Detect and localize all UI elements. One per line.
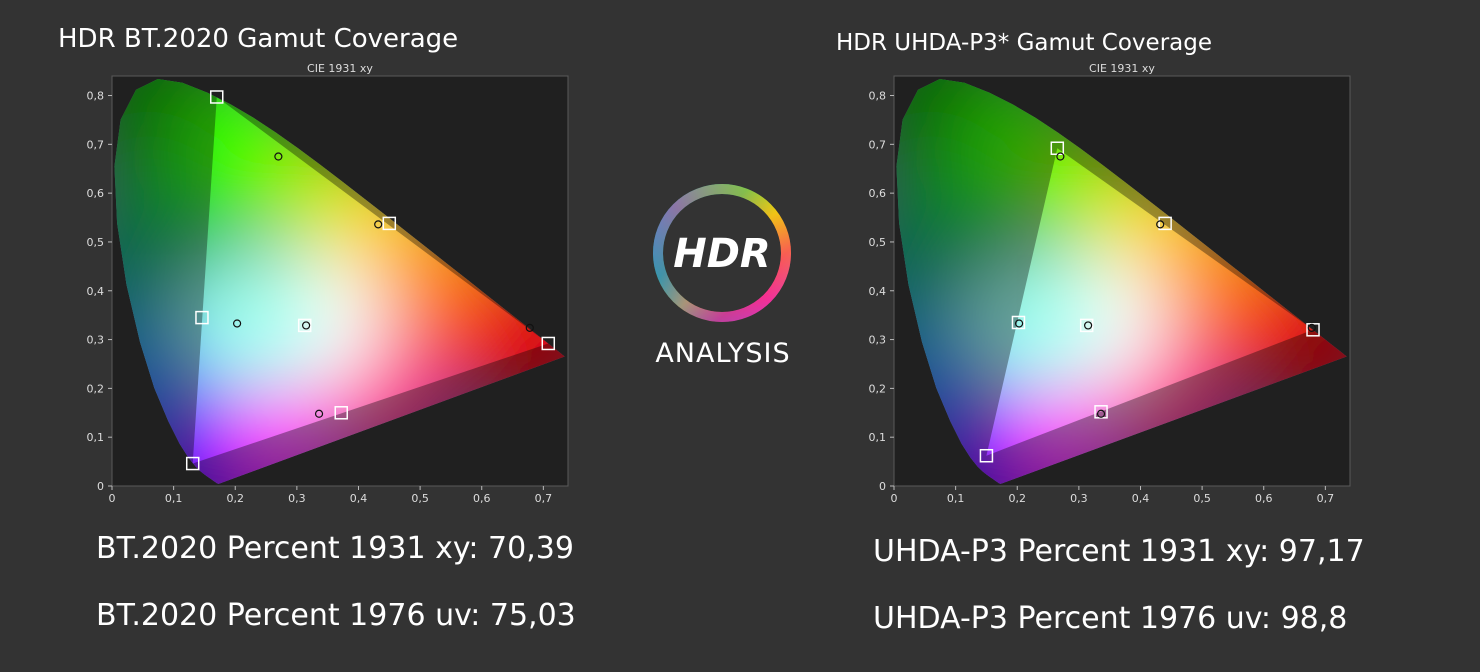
stat-uv-left-label: BT.2020 Percent 1976 uv: bbox=[96, 598, 481, 633]
x-tick-label: 0,5 bbox=[1193, 492, 1211, 505]
stat-xy-left: BT.2020 Percent 1931 xy: 70,39 bbox=[96, 531, 574, 566]
y-tick-label: 0,2 bbox=[87, 382, 105, 395]
target-point-circle bbox=[232, 319, 242, 328]
y-tick-label: 0,8 bbox=[869, 90, 887, 103]
measured-point-square bbox=[210, 90, 224, 104]
measured-point-square bbox=[185, 456, 200, 471]
x-tick-label: 0,4 bbox=[350, 492, 368, 505]
target-point-circle bbox=[1096, 409, 1106, 418]
x-tick-label: 0,6 bbox=[1255, 492, 1273, 505]
measured-point-square bbox=[541, 336, 556, 351]
y-tick-label: 0,6 bbox=[869, 187, 887, 200]
y-tick-label: 0,6 bbox=[87, 187, 105, 200]
x-tick-label: 0,1 bbox=[947, 492, 965, 505]
x-tick-label: 0,3 bbox=[1070, 492, 1088, 505]
measured-point-square bbox=[382, 216, 397, 231]
target-point-circle bbox=[374, 220, 383, 229]
hdr-ring-logo-icon: HDR bbox=[653, 184, 791, 322]
y-tick-label: 0,7 bbox=[869, 138, 887, 151]
stat-uv-right-label: UHDA-P3 Percent 1976 uv: bbox=[873, 601, 1272, 636]
y-tick-label: 0,2 bbox=[869, 382, 887, 395]
stat-xy-left-value: 70,39 bbox=[488, 531, 574, 566]
x-tick-label: 0 bbox=[109, 492, 116, 505]
measured-point-square bbox=[1158, 216, 1172, 231]
measured-point-square bbox=[1306, 323, 1320, 337]
target-point-circle bbox=[274, 152, 283, 161]
y-tick-label: 0,3 bbox=[869, 334, 887, 347]
cie-chart-left: 0 0,1 0,2 0,3 0,4 0,5 0,6 0,7 0 0,1 0,2 0,3 0,4 0,5 0,… bbox=[87, 75, 569, 505]
x-tick-label: 0,6 bbox=[473, 492, 491, 505]
stat-uv-right: UHDA-P3 Percent 1976 uv: 98,8 bbox=[873, 601, 1347, 636]
y-tick-label: 0,4 bbox=[87, 285, 105, 298]
target-point-circle bbox=[1156, 220, 1165, 229]
y-tick-label: 0,4 bbox=[869, 285, 887, 298]
y-tick-label: 0,8 bbox=[87, 90, 105, 103]
y-tick-label: 0,1 bbox=[869, 431, 887, 444]
stat-uv-left: BT.2020 Percent 1976 uv: 75,03 bbox=[96, 598, 576, 633]
target-point-circle bbox=[302, 321, 311, 330]
measured-point-square bbox=[297, 318, 312, 333]
logo-mark: HDR bbox=[673, 231, 770, 277]
y-tick-label: 0 bbox=[879, 480, 886, 493]
plot-subtitle-left: CIE 1931 xy bbox=[307, 62, 373, 75]
x-tick-label: 0,5 bbox=[411, 492, 429, 505]
hdr-analysis-logo: HDR bbox=[648, 180, 798, 334]
plot-subtitle-right: CIE 1931 xy bbox=[1089, 62, 1155, 75]
x-tick-label: 0 bbox=[891, 492, 898, 505]
measured-point-square bbox=[1079, 318, 1094, 333]
x-tick-label: 0,4 bbox=[1132, 492, 1150, 505]
stat-xy-left-label: BT.2020 Percent 1931 xy: bbox=[96, 531, 479, 566]
target-point-circle bbox=[1084, 321, 1093, 330]
x-tick-label: 0,7 bbox=[1317, 492, 1335, 505]
y-tick-label: 0,1 bbox=[87, 431, 105, 444]
target-point-circle bbox=[1307, 323, 1316, 332]
measured-point-square bbox=[334, 406, 348, 420]
target-point-circle bbox=[525, 323, 534, 332]
target-point-circle bbox=[314, 409, 324, 418]
chart-title-right: HDR UHDA-P3* Gamut Coverage bbox=[836, 30, 1212, 56]
stat-uv-left-value: 75,03 bbox=[489, 598, 576, 633]
y-tick-label: 0,3 bbox=[87, 334, 105, 347]
y-tick-label: 0,5 bbox=[87, 236, 105, 249]
chart-title-left: HDR BT.2020 Gamut Coverage bbox=[58, 24, 459, 54]
measured-point-square bbox=[979, 448, 994, 463]
cie-chart-right: 0 0,1 0,2 0,3 0,4 0,5 0,6 0,7 0 0,1 0,2 0,3 0,4 0,5 0,… bbox=[869, 75, 1351, 505]
x-tick-label: 0,2 bbox=[226, 492, 244, 505]
measured-point-square bbox=[1011, 315, 1026, 330]
target-point-circle bbox=[1014, 319, 1024, 328]
x-tick-label: 0,1 bbox=[165, 492, 183, 505]
stat-xy-right: UHDA-P3 Percent 1931 xy: 97,17 bbox=[873, 534, 1365, 569]
y-tick-label: 0,7 bbox=[87, 138, 105, 151]
target-point-circle bbox=[1056, 152, 1065, 161]
measured-point-square bbox=[195, 310, 209, 325]
y-tick-label: 0 bbox=[97, 480, 104, 493]
y-tick-label: 0,5 bbox=[869, 236, 887, 249]
x-tick-label: 0,7 bbox=[535, 492, 553, 505]
x-tick-label: 0,3 bbox=[288, 492, 306, 505]
stat-xy-right-value: 97,17 bbox=[1278, 534, 1365, 569]
stat-uv-right-value: 98,8 bbox=[1280, 601, 1348, 636]
stat-xy-right-label: UHDA-P3 Percent 1931 xy: bbox=[873, 534, 1270, 569]
logo-word: ANALYSIS bbox=[655, 338, 791, 369]
x-tick-label: 0,2 bbox=[1008, 492, 1026, 505]
